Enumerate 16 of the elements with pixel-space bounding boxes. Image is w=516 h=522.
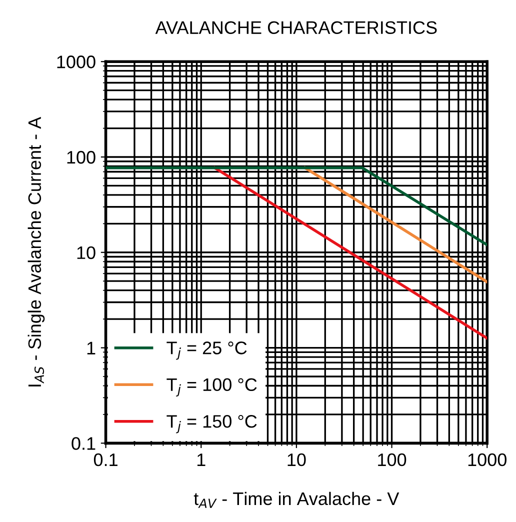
- x-tick-label: 10: [288, 453, 306, 466]
- chart-title: AVALANCHE CHARACTERISTICS: [155, 21, 437, 34]
- x-tick-label: 0.1: [94, 453, 118, 466]
- x-tick-label: 100: [378, 453, 406, 466]
- x-axis-title: t$_{AV}$ - Time in Avalache - V: [194, 492, 400, 508]
- x-tick-label: 1: [197, 454, 206, 466]
- x-tick-label: 1000: [468, 453, 506, 466]
- legend-label: T$_{j}$ = 150 °C: [166, 415, 257, 434]
- y-tick-label: 1: [87, 342, 96, 354]
- y-tick-label: 100: [67, 150, 96, 164]
- y-tick-label: 0.1: [72, 437, 96, 450]
- y-tick-label: 1000: [57, 56, 96, 68]
- legend-label: T$_{j}$ = 25 °C: [166, 342, 247, 360]
- y-tick-label: 10: [77, 246, 96, 260]
- y-axis-title: I$_{AS}$ - Single Avalanche Current - A: [28, 116, 45, 386]
- legend-label: T$_{j}$ = 100 °C: [166, 378, 257, 396]
